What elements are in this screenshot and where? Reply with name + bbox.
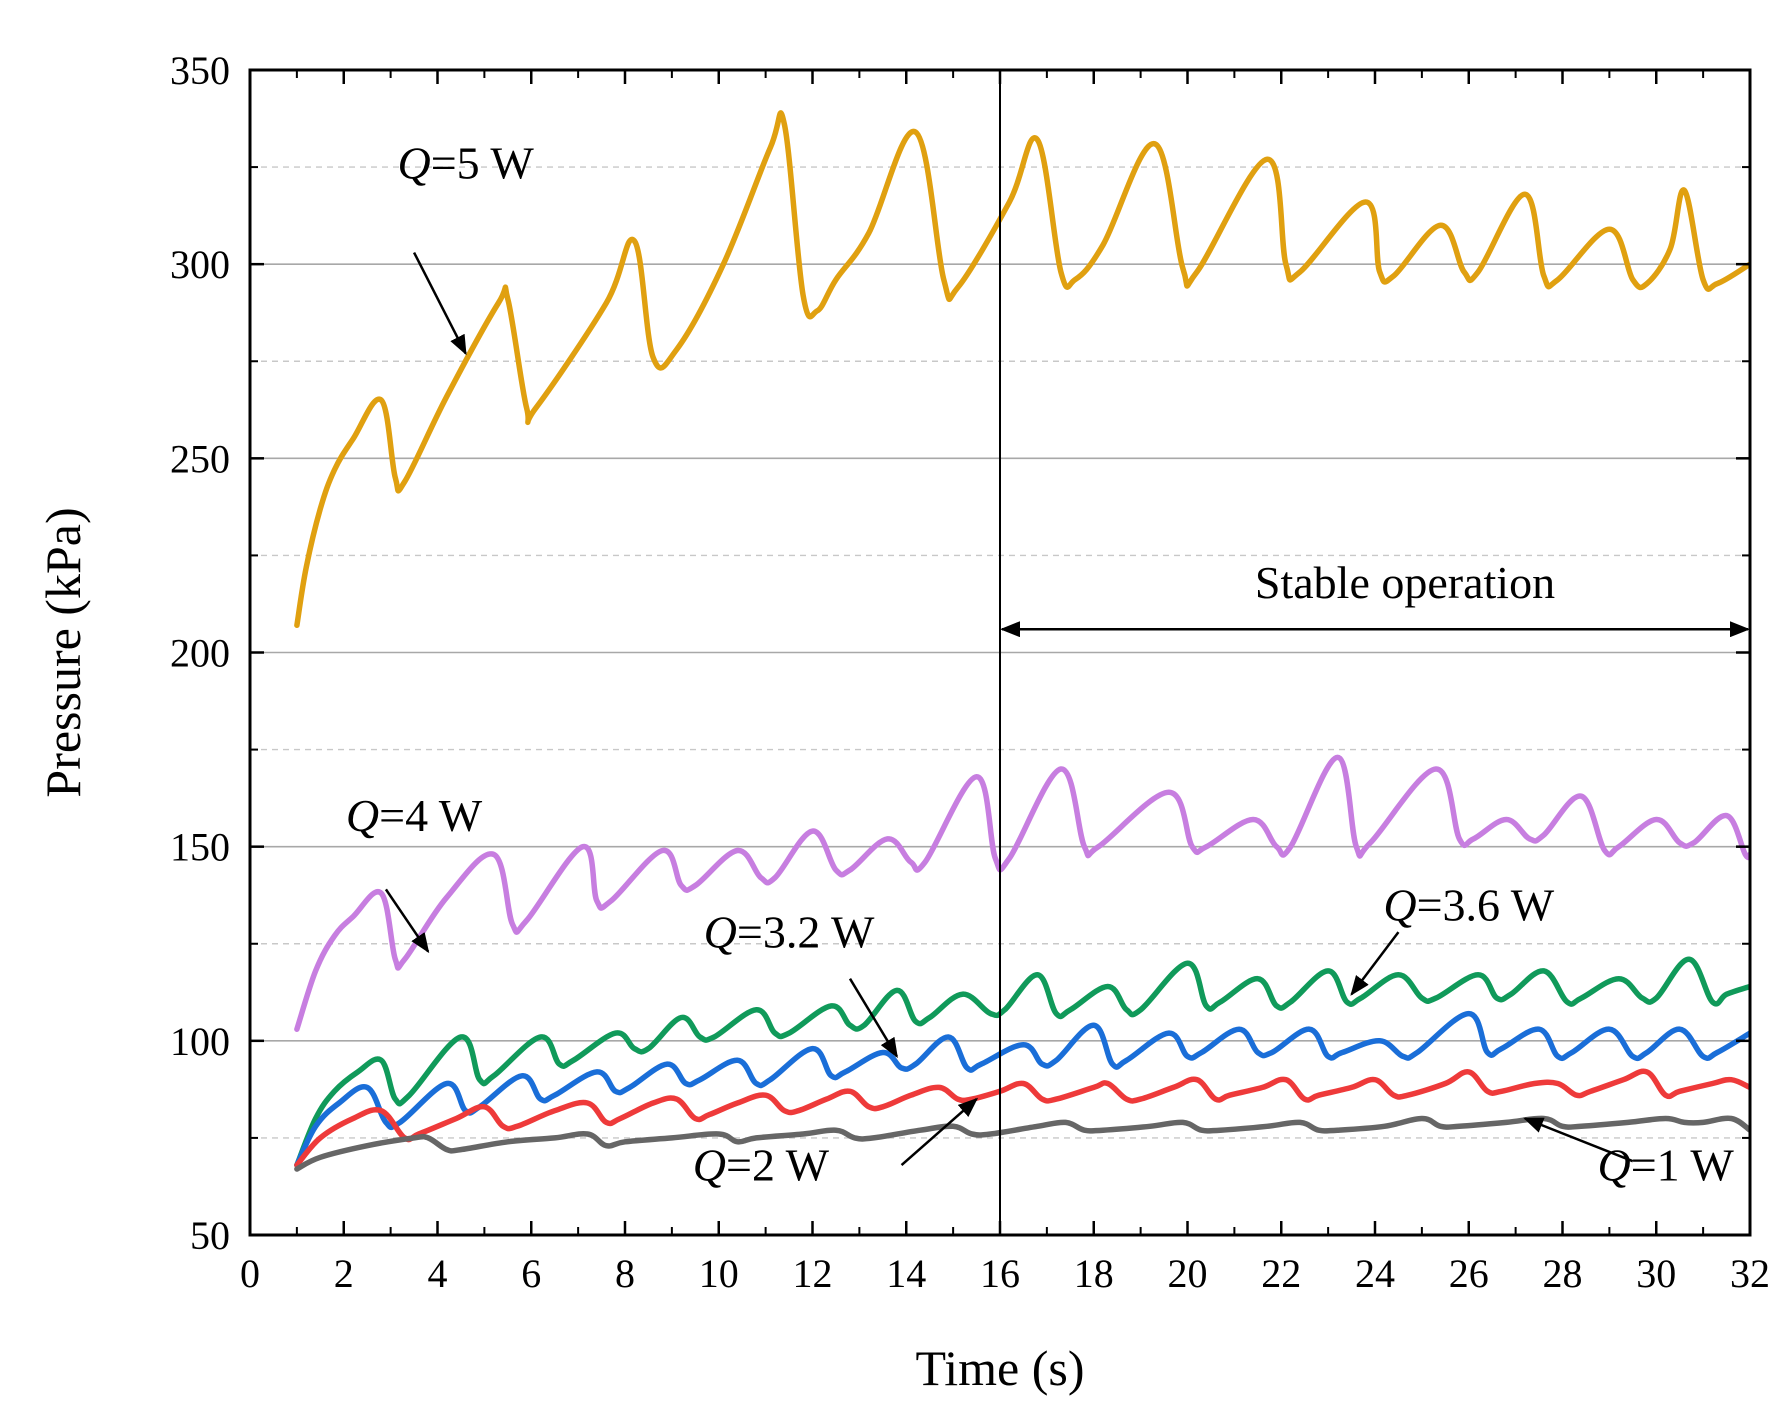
- stable-boundary: Stable operation: [999, 70, 1750, 1235]
- y-tick-label: 50: [190, 1213, 230, 1258]
- y-axis-title: Pressure (kPa): [35, 507, 91, 797]
- x-tick-label: 28: [1543, 1251, 1583, 1296]
- annotation-arrow: [412, 251, 467, 356]
- annotation-value: =4 W: [379, 790, 483, 841]
- annotation-arrow: [848, 978, 898, 1059]
- x-tick-label: 30: [1636, 1251, 1676, 1296]
- annotation-label: Q=3.6 W: [1383, 879, 1554, 930]
- annotation-label: Q=4 W: [346, 790, 483, 841]
- series-line: [294, 110, 1750, 629]
- annotation-q: Q: [704, 907, 737, 958]
- series-line: [294, 1010, 1750, 1168]
- x-tick-label: 0: [240, 1251, 260, 1296]
- y-tick-label: 200: [170, 631, 230, 676]
- annotation-label: Q=3.2 W: [704, 907, 875, 958]
- annotation-label: Q=2 W: [693, 1140, 830, 1191]
- x-tick-label: 26: [1449, 1251, 1489, 1296]
- series-line: [294, 1068, 1750, 1168]
- annotations: Q=5 WQ=4 WQ=3.6 WQ=3.2 WQ=2 W Q=1 W: [346, 138, 1734, 1191]
- annotation-arrow: [1350, 931, 1400, 996]
- x-tick-label: 20: [1168, 1251, 1208, 1296]
- annotation-label: Q=5 W: [397, 138, 534, 189]
- x-tick-label: 8: [615, 1251, 635, 1296]
- x-tick-label: 14: [886, 1251, 926, 1296]
- x-tick-label: 32: [1730, 1251, 1770, 1296]
- y-tick-label: 250: [170, 436, 230, 481]
- x-axis-title: Time (s): [915, 1340, 1084, 1396]
- x-tick-label: 18: [1074, 1251, 1114, 1296]
- x-tick-label: 6: [521, 1251, 541, 1296]
- annotation-arrow: [1523, 1117, 1634, 1163]
- series-group: [294, 110, 1750, 1172]
- annotation-value: =2 W: [726, 1140, 830, 1191]
- x-tick-label: 2: [334, 1251, 354, 1296]
- annotation-arrow: [900, 1097, 979, 1167]
- annotation-q: Q: [693, 1140, 726, 1191]
- axes: 0 2 4 6 8 10 12 14 16 18 20 22 24 26 28 30 3250100150200…: [35, 48, 1770, 1396]
- y-tick-label: 100: [170, 1019, 230, 1064]
- stable-operation-label: Stable operation: [1255, 557, 1555, 608]
- annotation-q: Q: [1383, 879, 1416, 930]
- annotation-value: =1 W: [1631, 1140, 1735, 1191]
- y-tick-label: 300: [170, 242, 230, 287]
- annotation-q: Q: [346, 790, 379, 841]
- x-tick-label: 16: [980, 1251, 1020, 1296]
- annotation-q: Q: [397, 138, 430, 189]
- y-tick-label: 150: [170, 825, 230, 870]
- x-tick-label: 22: [1261, 1251, 1301, 1296]
- x-tick-label: 10: [699, 1251, 739, 1296]
- series-line: [294, 956, 1750, 1168]
- annotation-value: =3.6 W: [1417, 879, 1555, 930]
- y-tick-label: 350: [170, 48, 230, 93]
- annotation-value: =3.2 W: [737, 907, 875, 958]
- annotation-q: Q: [1597, 1140, 1630, 1191]
- series-line: [294, 754, 1750, 1032]
- annotation-label: Q=1 W: [1597, 1140, 1734, 1191]
- x-tick-label: 24: [1355, 1251, 1395, 1296]
- x-tick-label: 4: [428, 1251, 448, 1296]
- x-tick-label: 12: [793, 1251, 833, 1296]
- annotation-arrow: [384, 888, 430, 954]
- annotation-value: =5 W: [431, 138, 535, 189]
